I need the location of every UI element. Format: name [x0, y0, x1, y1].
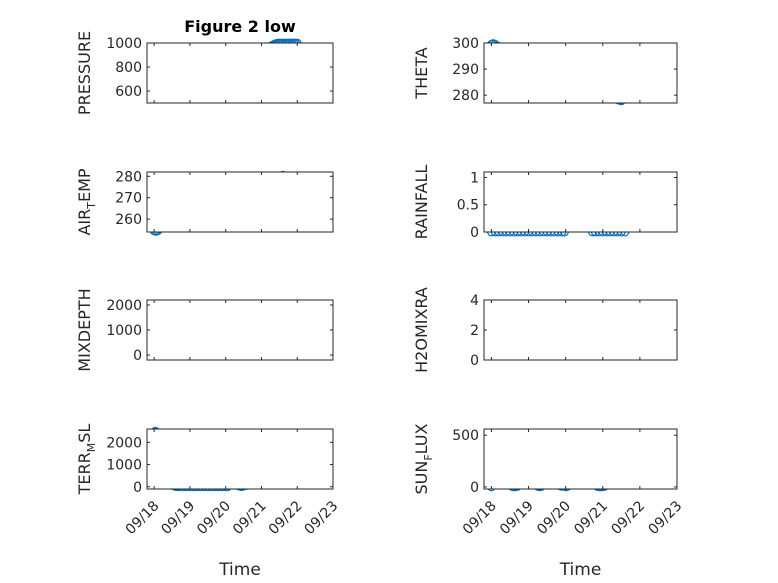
mixdepth-ytick-label: 2000 [106, 298, 142, 314]
panel-h2omixra: 0 2 4 H2OMIXRA [412, 287, 678, 373]
pressure-ytick-label: 600 [115, 84, 142, 100]
terr-msl-xtick-label: 09/19 [158, 498, 198, 538]
terr-msl-xtick-label: 09/20 [194, 498, 234, 538]
sun-flux-ylabel: SUNFLUX [412, 423, 435, 494]
panel-theta: 280 290 300 THETA [412, 36, 678, 106]
sun-flux-xtick-label: 09/22 [608, 498, 648, 538]
terr-msl-axes-frame [146, 428, 334, 490]
sun-flux-axes-frame [483, 428, 678, 490]
terr-msl-ylabel: TERRMSL [75, 424, 98, 496]
terr-msl-ytick-label: 0 [133, 480, 142, 496]
mixdepth-ytick-label: 1000 [106, 323, 142, 339]
h2omixra-ylabel: H2OMIXRA [412, 287, 431, 373]
figure-title: Figure 2 low [184, 17, 296, 36]
sun-flux-ytick-label: 500 [452, 428, 479, 444]
theta-ytick-label: 300 [452, 36, 479, 52]
sun-flux-xtick-label: 09/18 [460, 498, 500, 538]
air-temp-ytick-label: 270 [115, 191, 142, 207]
rainfall-ytick-label: 1 [470, 170, 479, 186]
rainfall-ylabel: RAINFALL [412, 165, 431, 240]
theta-ytick-label: 290 [452, 62, 479, 78]
h2omixra-axes-frame [483, 299, 678, 361]
sun-flux-xlabel: Time [559, 560, 602, 580]
theta-axes-frame [483, 42, 678, 104]
sun-flux-xtick-label: 09/19 [497, 498, 537, 538]
h2omixra-ytick-label: 0 [470, 353, 479, 369]
h2omixra-ytick-label: 4 [470, 293, 479, 309]
pressure-ylabel: PRESSURE [75, 31, 94, 115]
terr-msl-xlabel: Time [218, 560, 261, 580]
mixdepth-ylabel: MIXDEPTH [75, 288, 94, 371]
pressure-axes-frame [146, 42, 334, 104]
terr-msl-ytick-label: 2000 [106, 435, 142, 451]
terr-msl-xtick-label: 09/23 [302, 498, 342, 538]
panel-pressure: 600 800 1000 PRESSURE Figure 2 low [75, 17, 334, 115]
air-temp-ylabel: AIRTEMP [75, 168, 98, 235]
theta-ytick-label: 280 [452, 88, 479, 104]
terr-msl-xtick-label: 09/22 [266, 498, 306, 538]
panel-rainfall: 0 0.5 1 RAINFALL [412, 165, 678, 241]
sun-flux-ytick-label: 0 [470, 480, 479, 496]
rainfall-ytick-label: 0.5 [457, 198, 479, 214]
terr-msl-ytick-label: 1000 [106, 458, 142, 474]
sun-flux-xtick-label: 09/23 [646, 498, 686, 538]
sun-flux-xtick-label: 09/21 [571, 498, 611, 538]
rainfall-axes-frame [483, 171, 678, 233]
air-temp-ytick-label: 260 [115, 212, 142, 228]
theta-ylabel: THETA [412, 47, 431, 99]
mixdepth-ytick-label: 0 [133, 348, 142, 364]
pressure-ytick-label: 1000 [106, 36, 142, 52]
terr-msl-xtick-label: 09/18 [123, 498, 163, 538]
air-temp-axes-frame [146, 171, 334, 233]
sun-flux-xtick-label: 09/20 [534, 498, 574, 538]
panel-mixdepth: 0 1000 2000 MIXDEPTH [75, 288, 334, 372]
terr-msl-xtick-label: 09/21 [230, 498, 270, 538]
pressure-ytick-label: 800 [115, 60, 142, 76]
rainfall-ytick-label: 0 [470, 225, 479, 241]
panel-air-temp: 260 270 280 AIRTEMP [75, 168, 334, 236]
air-temp-ytick-label: 280 [115, 169, 142, 185]
h2omixra-ytick-label: 2 [470, 323, 479, 339]
mixdepth-axes-frame [146, 299, 334, 361]
